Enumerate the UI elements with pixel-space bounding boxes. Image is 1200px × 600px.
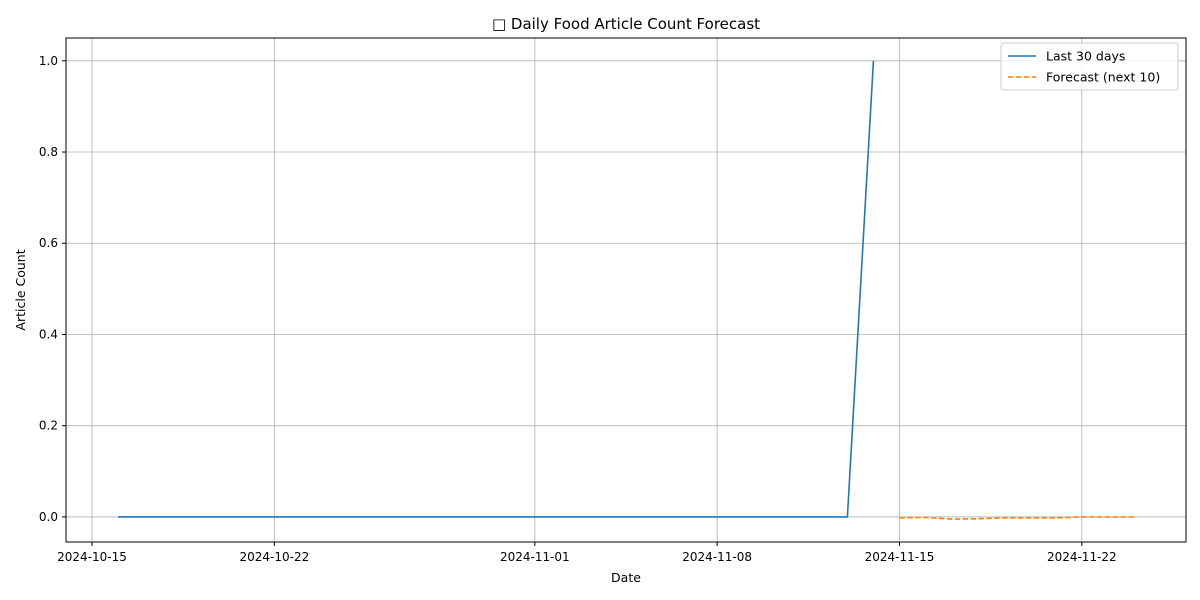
x-tick-label: 2024-11-01 bbox=[500, 550, 570, 564]
grid-lines bbox=[66, 38, 1186, 542]
x-tick-label: 2024-10-22 bbox=[239, 550, 309, 564]
chart-title: □ Daily Food Article Count Forecast bbox=[492, 15, 760, 33]
y-axis-ticks: 0.0 0.2 0.4 0.6 0.8 1.0 bbox=[39, 54, 66, 524]
legend-box bbox=[1000, 42, 1179, 91]
y-tick-label: 0.4 bbox=[39, 327, 58, 341]
y-tick-label: 1.0 bbox=[39, 54, 58, 68]
x-tick-label: 2024-11-08 bbox=[682, 550, 752, 564]
y-tick-label: 0.0 bbox=[39, 510, 58, 524]
plot-area-frame bbox=[65, 37, 1187, 543]
y-tick-label: 0.6 bbox=[39, 236, 58, 250]
x-tick-label: 2024-10-15 bbox=[57, 550, 127, 564]
x-axis-label: Date bbox=[611, 570, 641, 585]
series-layer bbox=[118, 60, 1134, 520]
legend-label-last-30-days: Last 30 days bbox=[1046, 49, 1125, 64]
y-axis-label: Article Count bbox=[13, 249, 28, 330]
legend-label-forecast: Forecast (next 10) bbox=[1046, 70, 1160, 85]
y-tick-label: 0.8 bbox=[39, 145, 58, 159]
series-line-last-30-days bbox=[118, 60, 875, 518]
legend: Last 30 days Forecast (next 10) bbox=[1000, 42, 1179, 91]
x-tick-label: 2024-11-22 bbox=[1047, 550, 1117, 564]
x-tick-label: 2024-11-15 bbox=[865, 550, 935, 564]
y-tick-label: 0.2 bbox=[39, 419, 58, 433]
x-axis-ticks: 2024-10-15 2024-10-22 2024-11-01 2024-11-08… bbox=[57, 542, 1117, 564]
